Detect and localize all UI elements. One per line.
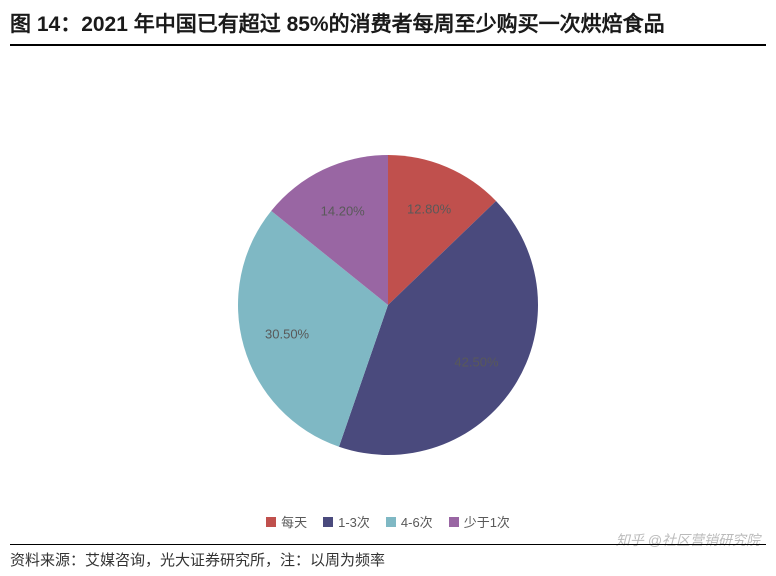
- legend-swatch-lt1: [449, 517, 459, 527]
- title-block: 图 14：2021 年中国已有超过 85%的消费者每周至少购买一次烘焙食品: [10, 10, 766, 54]
- legend-item-daily: 每天: [266, 512, 307, 531]
- figure-title: 图 14：2021 年中国已有超过 85%的消费者每周至少购买一次烘焙食品: [10, 10, 766, 40]
- source-rule: [10, 544, 766, 545]
- figure-container: 图 14：2021 年中国已有超过 85%的消费者每周至少购买一次烘焙食品 12…: [0, 0, 776, 576]
- legend-label-daily: 每天: [281, 512, 307, 531]
- source-text: 资料来源：艾媒咨询，光大证券研究所，注：以周为频率: [10, 549, 766, 570]
- legend-item-1_3: 1-3次: [323, 512, 370, 531]
- legend-label-4_6: 4-6次: [401, 512, 433, 531]
- legend-swatch-1_3: [323, 517, 333, 527]
- title-rule: [10, 44, 766, 46]
- slice-label-lt1: 14.20%: [321, 203, 365, 218]
- legend-label-1_3: 1-3次: [338, 512, 370, 531]
- legend-swatch-4_6: [386, 517, 396, 527]
- slice-label-1_3: 42.50%: [454, 354, 498, 369]
- source-row: 资料来源：艾媒咨询，光大证券研究所，注：以周为频率: [10, 544, 766, 570]
- slice-label-4_6: 30.50%: [265, 327, 309, 342]
- slice-label-daily: 12.80%: [407, 201, 451, 216]
- legend-item-4_6: 4-6次: [386, 512, 433, 531]
- legend-swatch-daily: [266, 517, 276, 527]
- pie-chart: [238, 155, 538, 455]
- legend-label-lt1: 少于1次: [464, 512, 510, 531]
- chart-area: 12.80%42.50%30.50%14.20% 每天1-3次4-6次少于1次: [10, 54, 766, 484]
- legend-item-lt1: 少于1次: [449, 512, 510, 531]
- legend: 每天 1-3次 4-6次 少于1次: [10, 512, 766, 531]
